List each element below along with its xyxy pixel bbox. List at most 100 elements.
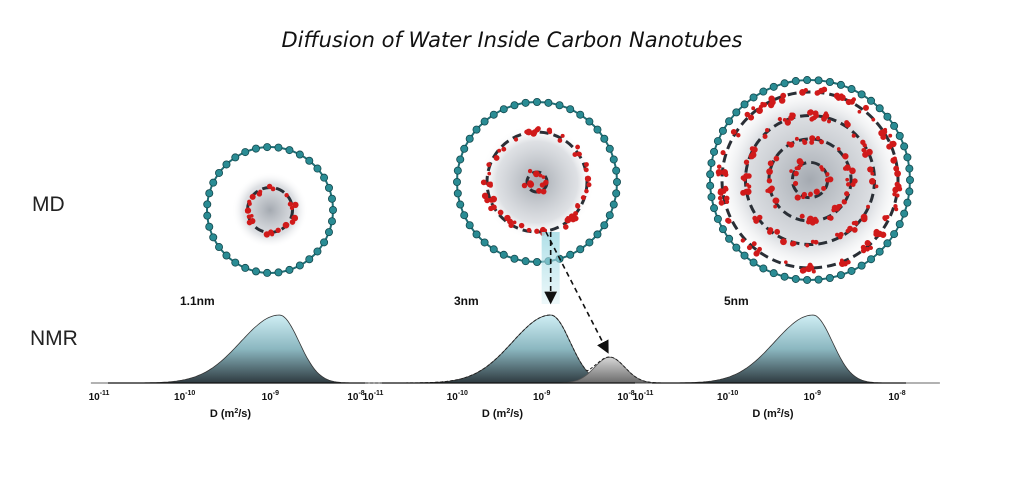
- water-oxygen: [539, 182, 546, 188]
- water-oxygen: [890, 157, 897, 164]
- carbon-bead: [328, 205, 337, 214]
- water-oxygen: [860, 244, 867, 250]
- water-cloud: [714, 84, 906, 276]
- water-oxygen: [834, 206, 840, 212]
- water-oxygen: [811, 269, 816, 274]
- carbon-bead: [320, 173, 329, 182]
- carbon-bead: [489, 110, 498, 119]
- carbon-bead: [900, 142, 909, 151]
- x-tick-label: 10-10: [717, 390, 738, 403]
- carbon-bead: [707, 158, 716, 167]
- water-oxygen: [751, 146, 758, 153]
- water-oxygen: [774, 228, 781, 235]
- carbon-bead: [521, 98, 530, 107]
- water-oxygen: [801, 139, 806, 143]
- water-oxygen: [883, 217, 888, 222]
- carbon-bead: [489, 245, 498, 254]
- water-oxygen: [752, 215, 758, 221]
- water-oxygen: [497, 209, 504, 216]
- water-oxygen: [871, 117, 876, 122]
- water-oxygen: [740, 189, 747, 196]
- water-oxygen: [796, 165, 801, 171]
- carbon-bead: [780, 272, 789, 281]
- water-oxygen: [767, 227, 774, 233]
- water-oxygen: [256, 191, 261, 197]
- carbon-bead: [585, 117, 594, 126]
- water-oxygen: [725, 217, 731, 224]
- carbon-bead: [900, 209, 909, 218]
- carbon-bead: [460, 211, 469, 220]
- carbon-bead: [718, 126, 727, 135]
- carbon-bead: [305, 255, 314, 264]
- water-oxygen: [838, 260, 846, 267]
- carbon-bead: [285, 265, 294, 274]
- water-oxygen: [836, 147, 841, 151]
- water-oxygen: [846, 182, 851, 187]
- water-oxygen: [540, 188, 547, 195]
- carbon-bead: [713, 137, 722, 146]
- x-tick-exponent: -10: [728, 390, 738, 397]
- carbon-bead: [740, 251, 749, 260]
- carbon-bead: [725, 117, 734, 126]
- carbon-bead: [609, 155, 618, 164]
- carbon-bead: [566, 250, 575, 259]
- water-oxygen: [815, 89, 821, 96]
- water-oxygen: [244, 207, 252, 214]
- carbon-bead: [906, 175, 915, 184]
- water-oxygen: [583, 162, 589, 168]
- carbon-bead: [847, 266, 856, 275]
- water-oxygen: [851, 133, 856, 138]
- carbon-bead: [605, 144, 614, 153]
- water-oxygen: [512, 220, 517, 225]
- water-oxygen: [765, 188, 770, 193]
- water-oxygen: [808, 264, 815, 271]
- water-oxygen: [815, 136, 821, 141]
- water-oxygen: [562, 224, 569, 230]
- water-oxygen: [794, 136, 799, 141]
- x-tick-label: 10-10: [447, 390, 468, 403]
- x-axis-title: D (m2/s): [210, 408, 252, 420]
- page-title: Diffusion of Water Inside Carbon Nanotub…: [281, 28, 743, 52]
- x-tick-exponent: -11: [644, 390, 654, 397]
- water-oxygen: [789, 112, 796, 119]
- carbon-bead: [576, 245, 585, 254]
- water-oxygen: [762, 133, 768, 139]
- water-oxygen: [801, 195, 806, 200]
- x-tick-exponent: -9: [273, 390, 279, 397]
- x-tick-exponent: -10: [458, 390, 468, 397]
- carbon-bead: [465, 221, 474, 230]
- carbon-bead: [836, 80, 845, 89]
- water-oxygen: [538, 173, 543, 178]
- carbon-bead: [613, 177, 622, 186]
- water-oxygen: [287, 201, 293, 207]
- diffusion-peak: [90, 314, 400, 384]
- md-snapshot-1.1nm: [203, 143, 337, 277]
- water-oxygen: [740, 238, 746, 243]
- carbon-bead: [600, 221, 609, 230]
- carbon-bead: [521, 257, 530, 266]
- water-oxygen: [847, 225, 853, 232]
- water-oxygen: [895, 167, 899, 172]
- water-oxygen: [895, 193, 900, 198]
- carbon-bead: [890, 121, 899, 130]
- water-oxygen: [784, 119, 791, 126]
- water-oxygen: [525, 128, 533, 136]
- water-oxygen: [748, 114, 755, 121]
- water-oxygen: [282, 221, 290, 229]
- water-oxygen: [527, 168, 533, 174]
- nmr-spectrum-1: 10-11 10-10 10-9 10-8D (m2/s)1.1nm: [89, 294, 400, 420]
- carbon-bead: [905, 164, 914, 173]
- carbon-bead: [456, 155, 465, 164]
- water-oxygen: [866, 204, 871, 209]
- carbon-bead: [222, 251, 231, 260]
- water-oxygen: [586, 176, 591, 181]
- carbon-bead: [263, 143, 272, 152]
- carbon-bead: [241, 148, 250, 157]
- x-tick-label: 10-9: [804, 390, 821, 403]
- water-oxygen: [750, 151, 757, 158]
- water-oxygen: [860, 139, 866, 145]
- water-oxygen: [724, 195, 730, 202]
- water-oxygen: [586, 182, 592, 188]
